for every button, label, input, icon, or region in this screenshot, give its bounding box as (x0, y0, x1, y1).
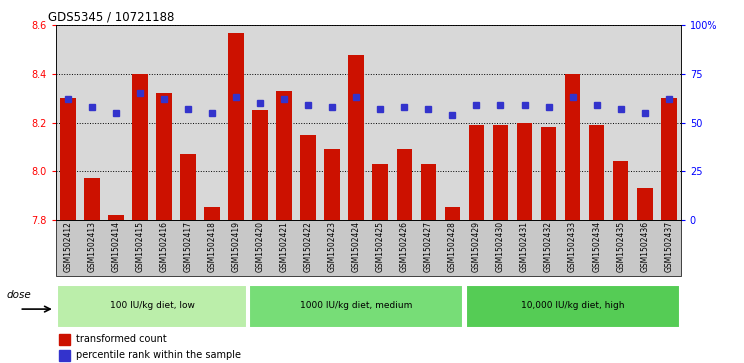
Bar (373, 164, 388, 220)
Bar (60, 98, 76, 220)
Bar (420, 164, 436, 220)
Text: transformed count: transformed count (76, 334, 167, 344)
Text: dose: dose (6, 290, 31, 300)
Bar (493, 125, 508, 220)
Bar (59, 334, 70, 345)
Text: 10,000 IU/kg diet, high: 10,000 IU/kg diet, high (521, 301, 624, 310)
Text: 1000 IU/kg diet, medium: 1000 IU/kg diet, medium (300, 301, 412, 310)
Bar (57, 285, 247, 328)
Bar (132, 74, 148, 220)
Bar (589, 125, 604, 220)
Bar (466, 285, 679, 328)
Bar (469, 125, 484, 220)
Bar (301, 135, 316, 220)
Bar (445, 208, 461, 220)
Bar (541, 127, 557, 220)
Bar (180, 154, 196, 220)
Bar (108, 215, 124, 220)
Bar (637, 188, 652, 220)
Bar (249, 285, 464, 328)
Bar (565, 74, 580, 220)
Bar (276, 91, 292, 220)
Bar (84, 178, 100, 220)
Bar (348, 54, 364, 220)
Bar (613, 162, 629, 220)
Bar (156, 93, 172, 220)
Bar (59, 350, 70, 362)
Bar (204, 208, 220, 220)
Bar (661, 98, 676, 220)
Bar (228, 33, 244, 220)
Bar (324, 149, 340, 220)
Bar (517, 123, 533, 220)
Text: GDS5345 / 10721188: GDS5345 / 10721188 (48, 11, 175, 24)
Bar (397, 149, 412, 220)
Text: 100 IU/kg diet, low: 100 IU/kg diet, low (109, 301, 194, 310)
Bar (252, 110, 268, 220)
Text: percentile rank within the sample: percentile rank within the sample (76, 351, 241, 360)
